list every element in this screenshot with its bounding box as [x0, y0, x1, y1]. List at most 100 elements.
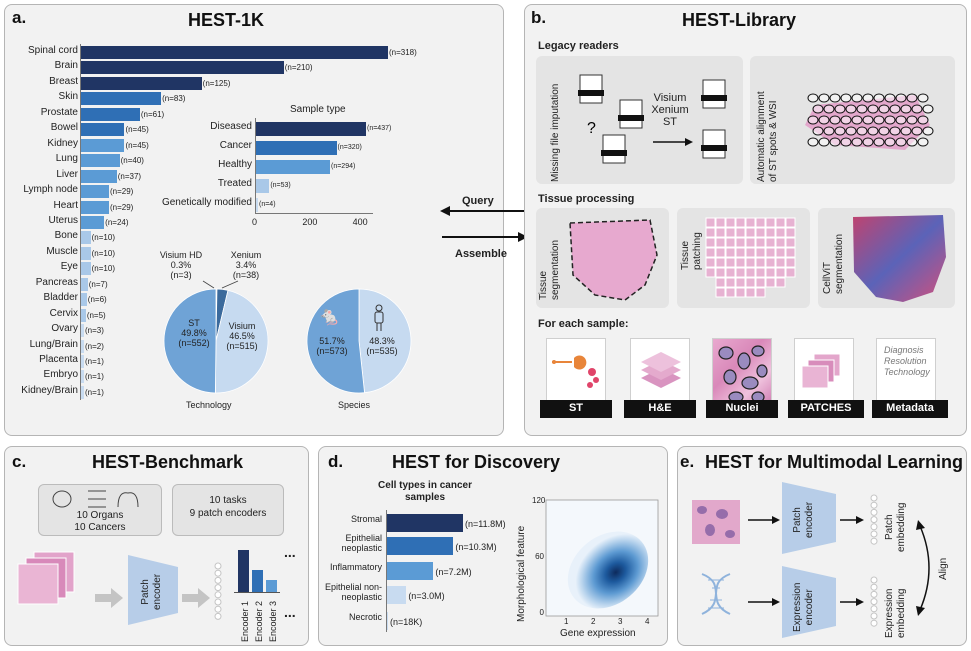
tissue-patch [715, 267, 726, 278]
segmentation-image [569, 219, 658, 301]
tissue-patch [715, 277, 726, 288]
density-xtick: 4 [645, 617, 650, 626]
cell-type-label: Stromal [350, 514, 382, 524]
sample-tick: 400 [352, 217, 368, 227]
cellvit-image [853, 215, 946, 302]
density-plot [545, 499, 659, 617]
st-spot [917, 115, 929, 125]
organ-value: (n=37) [117, 171, 142, 181]
encoder-bar [266, 580, 277, 592]
organ-value: (n=10) [91, 233, 115, 243]
tissue-patch [785, 267, 796, 278]
organ-icons [52, 490, 139, 508]
alignment-label: Automatic alignment of ST spots & WSI [756, 91, 779, 182]
organ-bar [81, 154, 120, 168]
tissue-patch [755, 247, 766, 258]
embedding-column [214, 562, 222, 620]
st-spot [818, 115, 830, 125]
tissue-patch [735, 287, 746, 298]
organ-label: Embryo [43, 369, 78, 381]
tissue-patch [725, 247, 736, 258]
pie-slice-human [358, 288, 412, 394]
tissue-patch [745, 267, 756, 278]
st-spot [884, 93, 896, 103]
tissue-patch [725, 267, 736, 278]
tech-xenium-label: Xenium 3.4% (n=38) [230, 250, 262, 280]
organ-value: (n=45) [125, 140, 149, 150]
embedding-dim [870, 605, 878, 613]
sample-type-value: (n=4) [259, 201, 276, 208]
tissue-patch [745, 287, 756, 298]
st-spot [895, 93, 907, 103]
tag-he: H&E [624, 400, 696, 418]
expression-embedding-label: Expression embedding [884, 588, 907, 638]
embedding-dim [870, 576, 878, 584]
cell-type-label: Necrotic [348, 612, 382, 622]
sample-type-value: (n=53) [270, 182, 291, 189]
embedding-dim [870, 501, 878, 509]
st-spot [851, 115, 863, 125]
tissue-patch [715, 217, 726, 228]
tissue-patch [735, 247, 746, 258]
mouse-icon: 🐁 [318, 306, 341, 326]
embedding-dim [870, 612, 878, 620]
pie-slice-st [163, 288, 217, 394]
organ-value: (n=29) [109, 202, 134, 212]
tissue-patch [735, 227, 746, 238]
organ-value: (n=5) [86, 310, 106, 320]
panel-c-label: c. [12, 452, 27, 471]
tissue-patch [705, 267, 716, 278]
encoder-label: Encoder 3 [268, 600, 278, 642]
metadata-words: Diagnosis Resolution Technology [884, 345, 930, 377]
legacy-readers-title: Legacy readers [538, 40, 619, 52]
organ-value: (n=10) [91, 264, 115, 274]
tissue-patch [725, 217, 736, 228]
align-label: Align [938, 557, 949, 580]
organ-label: Pancreas [35, 276, 78, 288]
organ-bar [81, 308, 86, 322]
tech-list: Visium Xenium ST [651, 92, 689, 128]
metadata-doc [876, 338, 936, 408]
expression-encoder-label: Expression encoder [792, 582, 815, 632]
tissue-patch [705, 257, 716, 268]
tissue-patch [715, 237, 726, 248]
align-arrow [916, 520, 930, 616]
st-spot [884, 137, 896, 147]
st-spot [873, 93, 885, 103]
st-spot [812, 104, 824, 114]
tissue-patch [705, 227, 716, 238]
tissue-patch [705, 217, 716, 228]
organ-value: (n=2) [85, 341, 104, 351]
tissue-patch [765, 247, 776, 258]
tissue-patch [765, 267, 776, 278]
tissue-patch [755, 227, 766, 238]
tag-metadata: Metadata [872, 400, 948, 418]
st-spot [807, 93, 819, 103]
tissue-patch [785, 237, 796, 248]
patch-embedding-label: Patch embedding [884, 502, 907, 552]
cell-type-bar [387, 562, 434, 580]
st-spot [895, 137, 907, 147]
benchmark-arrow-1 [95, 588, 123, 608]
organ-bar [81, 169, 117, 183]
sample-axis-x [255, 213, 373, 214]
expression-embedding-column [870, 576, 878, 627]
organ-label: Skin [58, 91, 78, 103]
cell-type-value: (n=11.8M) [465, 519, 506, 529]
tissue-patch [735, 257, 746, 268]
tissue-patch [745, 237, 756, 248]
organ-label: Spinal cord [27, 45, 78, 56]
st-spot [807, 137, 819, 147]
organ-label: Heart [53, 199, 78, 211]
encoder-axis [234, 592, 280, 593]
sample-type-value: (n=294) [331, 163, 356, 170]
st-spot [851, 137, 863, 147]
embedding-dim [870, 598, 878, 606]
encoder-to-embedding-arrows [840, 516, 864, 606]
st-spot [851, 93, 863, 103]
organ-bar [81, 200, 109, 214]
patching-image [705, 217, 796, 298]
organ-label: Bowel [50, 122, 78, 134]
panel-b-label: b. [531, 8, 547, 27]
st-spot [856, 126, 868, 136]
